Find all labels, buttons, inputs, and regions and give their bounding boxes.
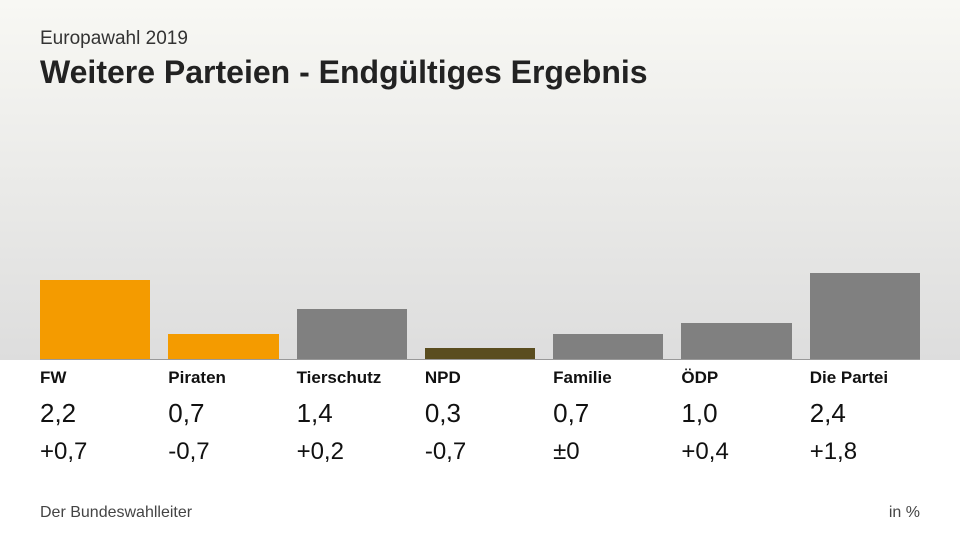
party-label: NPD [425, 368, 461, 387]
change: -0,7 [168, 438, 209, 465]
chart-subtitle: Europawahl 2019 [40, 28, 648, 50]
party-labels-row: FW Piraten Tierschutz NPD Familie ÖDP Di… [40, 368, 920, 388]
change: -0,7 [425, 438, 466, 465]
chart-header: Europawahl 2019 Weitere Parteien - Endgü… [40, 28, 648, 91]
label-cell: ÖDP [681, 368, 809, 388]
bar-slot [810, 180, 920, 359]
value-cell: 2,2 [40, 398, 168, 429]
bar-familie [553, 334, 663, 359]
bar-slot [681, 180, 809, 359]
change-cell: +1,8 [810, 438, 920, 466]
value: 0,3 [425, 398, 461, 428]
bar-fw [40, 280, 150, 359]
change-cell: +0,4 [681, 438, 809, 466]
label-cell: Tierschutz [297, 368, 425, 388]
unit-label: in % [889, 504, 920, 522]
bar-slot [297, 180, 425, 359]
value: 0,7 [553, 398, 589, 428]
change: ±0 [553, 438, 580, 465]
change: +0,4 [681, 438, 728, 465]
party-label: Die Partei [810, 368, 888, 387]
chart-footer: Der Bundeswahlleiter in % [40, 504, 920, 522]
change-cell: ±0 [553, 438, 681, 466]
change: +0,7 [40, 438, 87, 465]
bar-slot [168, 180, 296, 359]
value-cell: 0,7 [168, 398, 296, 429]
party-label: ÖDP [681, 368, 718, 387]
value-cell: 1,0 [681, 398, 809, 429]
bar-oedp [681, 323, 791, 359]
party-label: FW [40, 368, 66, 387]
label-cell: Piraten [168, 368, 296, 388]
bar-slot [553, 180, 681, 359]
bar-diepartei [810, 273, 920, 359]
source-label: Der Bundeswahlleiter [40, 504, 192, 522]
change-cell: +0,2 [297, 438, 425, 466]
bar-tierschutz [297, 309, 407, 359]
label-cell: Familie [553, 368, 681, 388]
party-label: Familie [553, 368, 612, 387]
value: 1,4 [297, 398, 333, 428]
party-label: Piraten [168, 368, 226, 387]
changes-row: +0,7 -0,7 +0,2 -0,7 ±0 +0,4 +1,8 [40, 438, 920, 466]
change-cell: -0,7 [425, 438, 553, 466]
values-row: 2,2 0,7 1,4 0,3 0,7 1,0 2,4 [40, 398, 920, 429]
value-cell: 0,7 [553, 398, 681, 429]
value: 2,2 [40, 398, 76, 428]
change: +0,2 [297, 438, 344, 465]
bar-slot [40, 180, 168, 359]
party-label: Tierschutz [297, 368, 382, 387]
change-cell: +0,7 [40, 438, 168, 466]
chart-container: Europawahl 2019 Weitere Parteien - Endgü… [0, 0, 960, 544]
chart-title: Weitere Parteien - Endgültiges Ergebnis [40, 54, 648, 91]
change-cell: -0,7 [168, 438, 296, 466]
label-cell: NPD [425, 368, 553, 388]
value-cell: 1,4 [297, 398, 425, 429]
label-cell: Die Partei [810, 368, 920, 388]
bar-slot [425, 180, 553, 359]
value-cell: 0,3 [425, 398, 553, 429]
bar-piraten [168, 334, 278, 359]
value: 0,7 [168, 398, 204, 428]
bar-npd [425, 348, 535, 359]
value: 1,0 [681, 398, 717, 428]
change: +1,8 [810, 438, 857, 465]
label-cell: FW [40, 368, 168, 388]
bar-chart-area [40, 180, 920, 360]
value: 2,4 [810, 398, 846, 428]
value-cell: 2,4 [810, 398, 920, 429]
